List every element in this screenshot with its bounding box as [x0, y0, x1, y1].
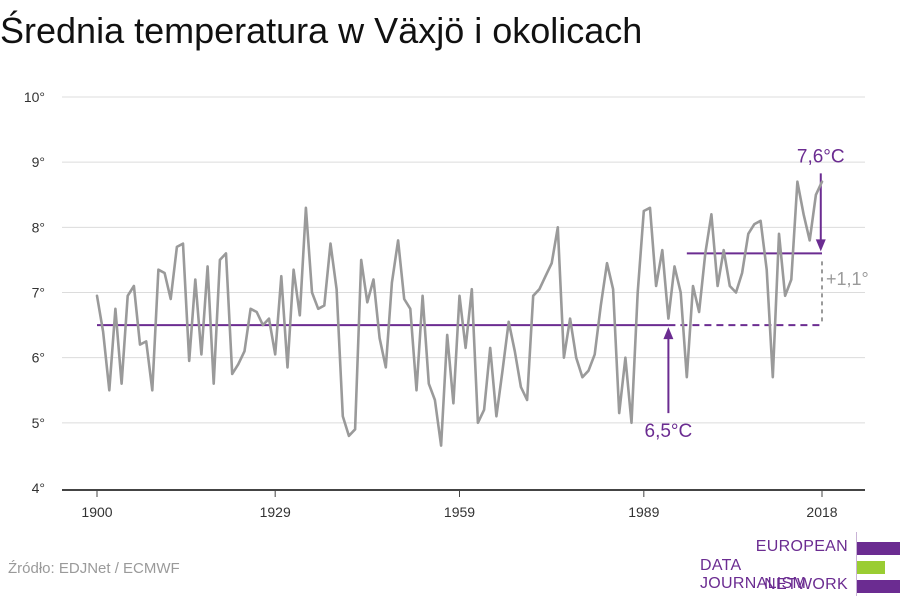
logo-line-european: EUROPEAN — [755, 538, 848, 555]
recent-arrow-head — [815, 239, 826, 252]
y-tick-label: 4° — [32, 480, 45, 496]
difference-label: +1,1° — [826, 269, 869, 289]
edjnet-logo: EUROPEAN DATA JOURNALISM NETWORK — [700, 532, 900, 598]
logo-divider — [856, 532, 857, 596]
y-tick-label: 6° — [32, 350, 45, 366]
recent-label: 7,6°C — [797, 146, 845, 167]
logo-line-data-journalism: DATA JOURNALISM — [700, 557, 807, 592]
series — [95, 180, 824, 447]
y-axis: 4° 5° 6° 7° 8° 9° 10° — [24, 89, 45, 496]
logo-line-network: NETWORK — [764, 576, 848, 593]
y-tick-label: 7° — [32, 285, 45, 301]
logo-bar-middle — [857, 561, 885, 574]
x-tick-label: 1959 — [444, 504, 475, 520]
annotations: +1,1° 6,5°C 7,6°C — [97, 146, 869, 442]
y-tick-label: 10° — [24, 89, 45, 105]
temperature-line — [95, 180, 824, 447]
y-tick-label: 8° — [32, 219, 45, 235]
y-tick-label: 9° — [32, 154, 45, 170]
chart-title: Średnia temperatura w Växjö i okolicach — [0, 10, 643, 51]
x-tick-label: 2018 — [806, 504, 837, 520]
logo-bar-top — [857, 542, 900, 555]
y-tick-label: 5° — [32, 415, 45, 431]
baseline-label: 6,5°C — [645, 421, 693, 442]
logo-bar-bottom — [857, 580, 900, 593]
x-tick-label: 1929 — [260, 504, 291, 520]
x-axis: 1900 1929 1959 1989 2018 — [62, 489, 865, 520]
source-note: Źródło: EDJNet / ECMWF — [8, 560, 180, 577]
baseline-arrow-head — [663, 327, 674, 340]
x-tick-label: 1989 — [628, 504, 659, 520]
x-tick-label: 1900 — [81, 504, 112, 520]
